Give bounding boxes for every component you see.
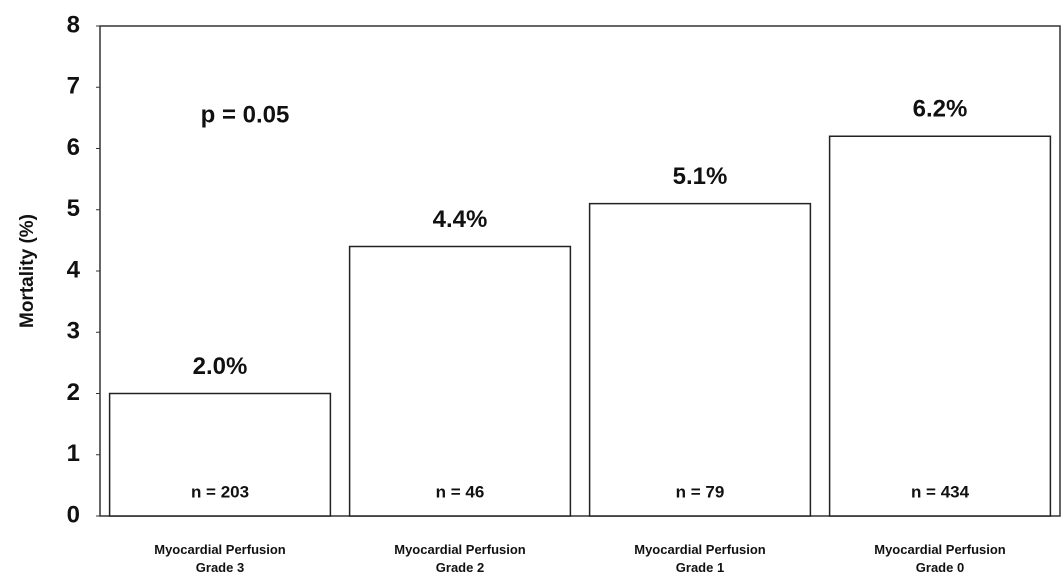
y-tick-label: 8 [67, 11, 80, 38]
bar [108, 392, 332, 517]
value-label: 6.2% [913, 96, 968, 123]
n-label: n = 79 [676, 482, 725, 501]
y-tick-label: 4 [67, 256, 81, 283]
value-label: 2.0% [193, 353, 248, 380]
bar [348, 245, 572, 517]
value-label: 4.4% [433, 206, 488, 233]
x-tick-label: Myocardial Perfusion Grade 1 [634, 542, 766, 575]
y-axis-label: Mortality (%) [17, 214, 38, 328]
n-label: n = 46 [436, 482, 485, 501]
n-label: n = 203 [191, 482, 249, 501]
value-label: 5.1% [673, 163, 728, 190]
y-tick-label: 1 [67, 440, 80, 467]
y-tick-label: 5 [67, 195, 80, 222]
y-tick-label: 7 [67, 73, 80, 100]
y-tick-label: 2 [67, 379, 80, 406]
y-tick-label: 6 [67, 134, 80, 161]
y-tick-label: 0 [67, 501, 80, 528]
bar [588, 202, 812, 517]
x-tick-label: Myocardial Perfusion Grade 0 [874, 542, 1006, 575]
bar [828, 135, 1052, 517]
y-tick-label: 3 [67, 318, 80, 345]
x-tick-label: Myocardial Perfusion Grade 3 [154, 542, 286, 575]
n-label: n = 434 [911, 482, 970, 501]
x-tick-label: Myocardial Perfusion Grade 2 [394, 542, 526, 575]
annotation: p = 0.05 [201, 101, 290, 128]
